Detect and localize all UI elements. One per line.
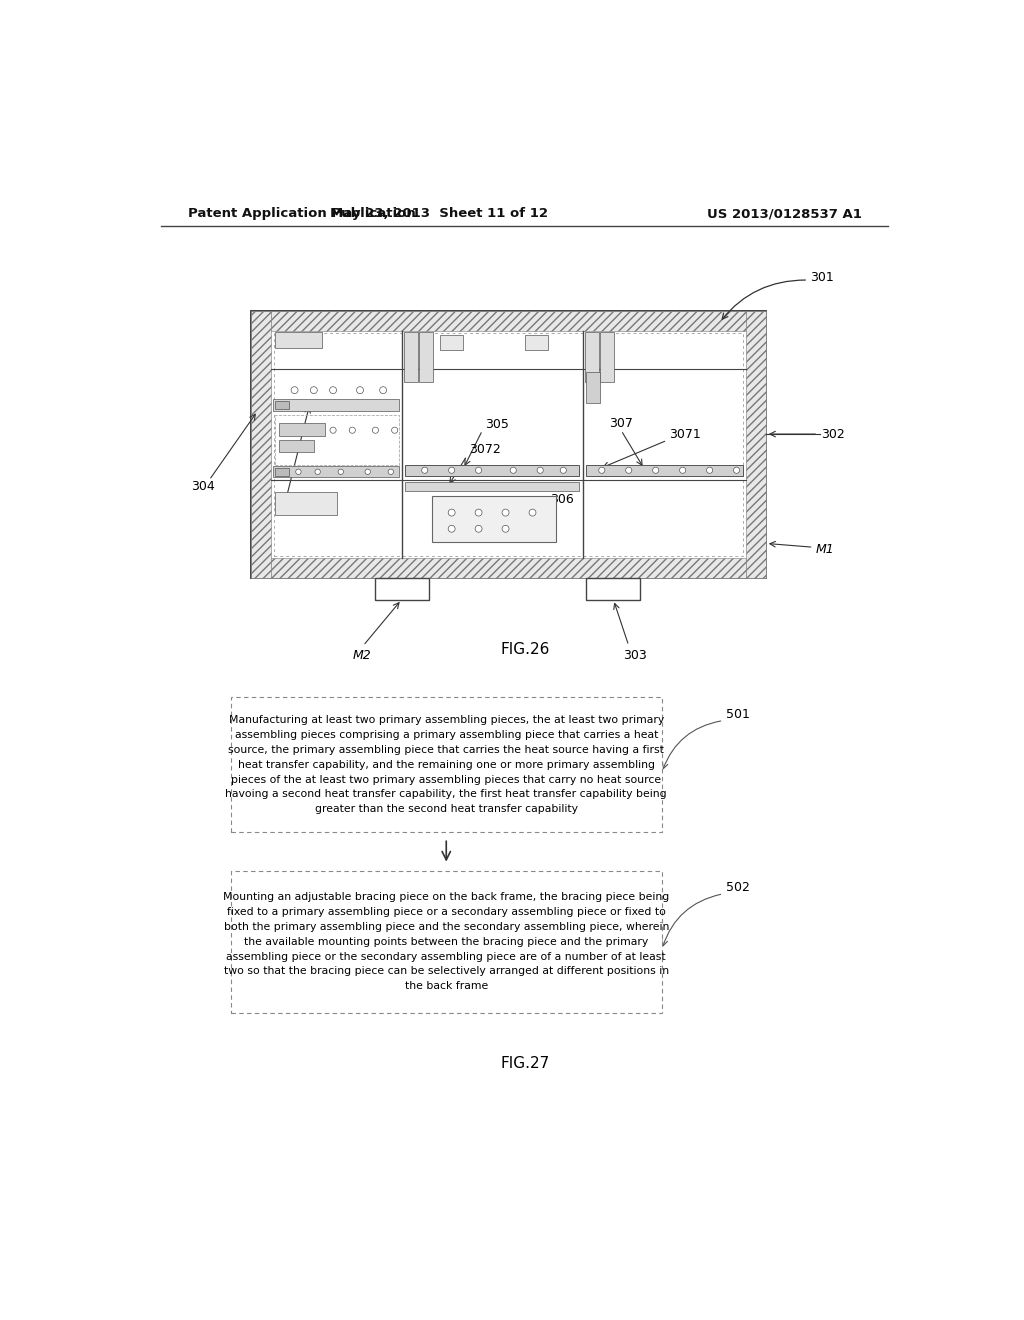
Bar <box>600 333 614 383</box>
Circle shape <box>707 467 713 474</box>
Bar <box>271 558 745 578</box>
Circle shape <box>560 467 566 474</box>
Text: 302: 302 <box>821 428 845 441</box>
Bar <box>275 401 289 409</box>
Text: Mounting an adjustable bracing piece on the back frame, the bracing piece being
: Mounting an adjustable bracing piece on … <box>223 892 670 991</box>
Text: 305: 305 <box>484 417 509 430</box>
Bar <box>745 312 766 578</box>
Bar <box>273 466 399 478</box>
Bar <box>440 335 463 350</box>
Text: US 2013/0128537 A1: US 2013/0128537 A1 <box>708 207 862 220</box>
Bar <box>406 465 579 475</box>
Bar <box>587 465 743 475</box>
Bar <box>280 422 326 437</box>
Circle shape <box>475 525 482 532</box>
Bar <box>432 496 556 543</box>
Text: 301: 301 <box>810 271 835 284</box>
Circle shape <box>449 510 455 516</box>
Circle shape <box>680 467 686 474</box>
Circle shape <box>373 428 379 433</box>
Text: M2: M2 <box>353 648 372 661</box>
Bar <box>230 871 662 1014</box>
Circle shape <box>330 387 337 393</box>
Circle shape <box>310 387 317 393</box>
Circle shape <box>315 469 321 474</box>
Bar <box>524 335 548 350</box>
Circle shape <box>510 467 516 474</box>
Text: 307: 307 <box>275 499 299 511</box>
Circle shape <box>733 467 739 474</box>
Circle shape <box>330 428 336 433</box>
Bar <box>271 312 745 331</box>
Bar <box>419 333 433 383</box>
Circle shape <box>529 510 536 516</box>
Bar <box>585 333 599 383</box>
Circle shape <box>391 428 397 433</box>
Text: FIG.27: FIG.27 <box>500 1056 550 1071</box>
Circle shape <box>349 428 355 433</box>
Bar <box>587 372 600 404</box>
Circle shape <box>291 387 298 393</box>
Bar <box>275 469 289 475</box>
Bar <box>275 333 322 348</box>
Text: 304: 304 <box>191 480 215 492</box>
Circle shape <box>338 469 343 474</box>
Bar <box>252 312 271 578</box>
Bar <box>252 312 766 578</box>
Text: Patent Application Publication: Patent Application Publication <box>188 207 416 220</box>
Bar <box>230 697 662 832</box>
Circle shape <box>475 467 481 474</box>
Circle shape <box>502 510 509 516</box>
Bar <box>273 333 743 556</box>
Text: FIG.26: FIG.26 <box>500 642 550 657</box>
Text: 3071: 3071 <box>670 428 701 441</box>
Bar <box>275 414 399 465</box>
Circle shape <box>388 469 393 474</box>
Circle shape <box>652 467 658 474</box>
Circle shape <box>356 387 364 393</box>
Bar <box>273 400 399 411</box>
Text: Manufacturing at least two primary assembling pieces, the at least two primary
a: Manufacturing at least two primary assem… <box>225 715 667 814</box>
Circle shape <box>365 469 371 474</box>
Circle shape <box>599 467 605 474</box>
Text: 3072: 3072 <box>469 444 501 455</box>
Text: 306: 306 <box>550 492 574 506</box>
Text: 303: 303 <box>624 648 647 661</box>
Text: May 23, 2013  Sheet 11 of 12: May 23, 2013 Sheet 11 of 12 <box>330 207 548 220</box>
Text: M1: M1 <box>816 543 835 556</box>
Bar <box>406 482 579 491</box>
Bar <box>587 578 640 599</box>
Bar <box>280 441 313 451</box>
Circle shape <box>380 387 387 393</box>
Circle shape <box>538 467 544 474</box>
Circle shape <box>422 467 428 474</box>
Bar <box>375 578 429 599</box>
Circle shape <box>626 467 632 474</box>
Bar <box>275 492 337 515</box>
Bar <box>403 333 418 383</box>
Text: 307: 307 <box>609 417 634 430</box>
Circle shape <box>502 525 509 532</box>
Circle shape <box>296 469 301 474</box>
Text: 502: 502 <box>726 880 750 894</box>
Circle shape <box>449 525 455 532</box>
Circle shape <box>449 467 455 474</box>
Circle shape <box>475 510 482 516</box>
Text: 501: 501 <box>726 708 750 721</box>
